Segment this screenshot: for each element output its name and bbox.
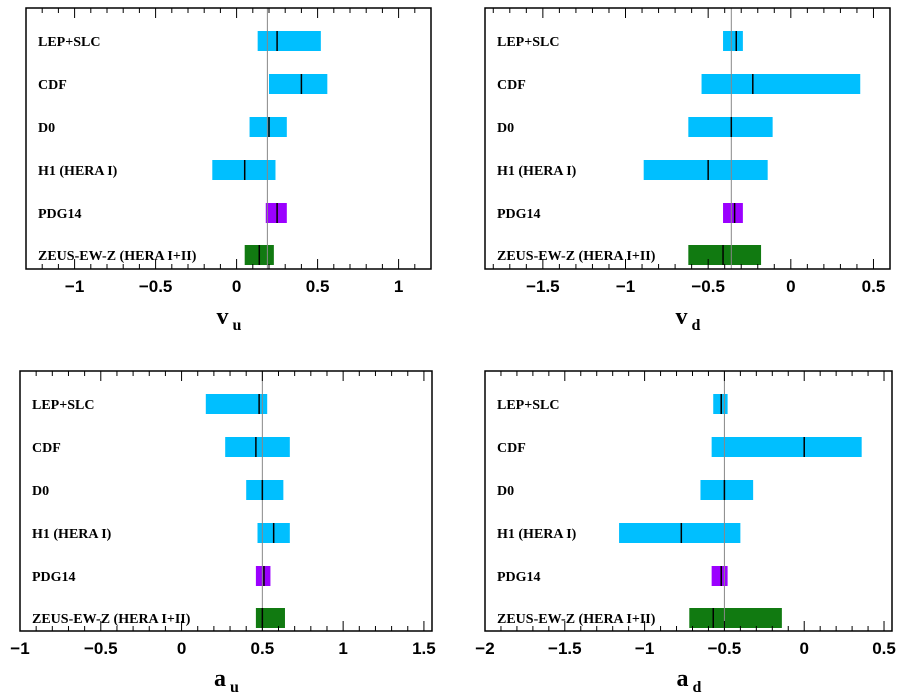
category-label: CDF [497,441,526,456]
interval-bar [255,566,271,586]
x-tick-label: −0.5 [691,277,725,296]
x-tick-label: −1.5 [548,639,582,658]
interval-bar [689,608,782,628]
interval-bar [713,394,728,414]
category-label: PDG14 [497,207,541,222]
interval-bar [205,394,268,414]
x-tick-label: 0 [232,277,241,296]
x-axis-label-subscript: u [233,317,242,334]
plot-frame [484,7,891,270]
panel-vd: LEP+SLC CDF D0 H1 (HERA I) PDG14 ZEUS-EW-Z (H… [484,7,891,334]
category-label: CDF [32,441,61,456]
category-label: D0 [32,484,49,499]
x-tick-label: 1 [338,639,347,658]
category-label: ZEUS-EW-Z (HERA I+II) [497,612,656,627]
category-label: PDG14 [38,207,82,222]
interval-bar [257,31,321,51]
panel-vu: LEP+SLC CDF D0 H1 (HERA I) PDG14 ZEUS-EW-Z (H… [25,7,432,334]
interval-bar [255,608,285,628]
interval-bar [688,245,762,265]
category-label: H1 (HERA I) [497,527,577,542]
interval-bar [246,480,284,500]
category-label: ZEUS-EW-Z (HERA I+II) [38,249,197,264]
x-tick-label: 0 [177,639,186,658]
category-label: PDG14 [497,570,541,585]
x-tick-label: 0.5 [872,639,896,658]
interval-bar [265,203,287,223]
panel-au: LEP+SLC CDF D0 H1 (HERA I) PDG14 ZEUS-EW-Z (H… [10,370,436,696]
category-label: D0 [38,121,55,136]
x-axis-label-subscript: d [692,317,701,334]
category-label: LEP+SLC [32,398,94,413]
x-tick-label: −0.5 [84,639,118,658]
x-tick-label: −1.5 [526,277,560,296]
category-label: PDG14 [32,570,76,585]
x-axis-label-subscript: d [693,679,702,696]
category-label: ZEUS-EW-Z (HERA I+II) [497,249,656,264]
x-tick-label: 1.5 [412,639,436,658]
plot-frame [19,370,433,632]
category-label: D0 [497,484,514,499]
category-label: D0 [497,121,514,136]
interval-bar [711,437,862,457]
category-label: LEP+SLC [497,398,559,413]
interval-bar [700,480,754,500]
category-label: LEP+SLC [497,35,559,50]
category-label: H1 (HERA I) [497,164,577,179]
x-tick-label: 0.5 [862,277,886,296]
x-axis-label-subscript: u [230,679,239,696]
category-label: CDF [38,78,67,93]
x-tick-label: −1 [635,639,654,658]
x-axis-label: v [217,304,229,330]
interval-bar [723,31,743,51]
x-tick-label: 1 [394,277,403,296]
x-axis-label: a [214,666,226,692]
category-label: CDF [497,78,526,93]
interval-bar [701,74,861,94]
interval-bar [643,160,768,180]
interval-bar [711,566,728,586]
category-label: H1 (HERA I) [32,527,112,542]
x-tick-label: −1 [616,277,635,296]
x-tick-label: 0 [799,639,808,658]
x-axis-label: v [676,304,688,330]
interval-bar [269,74,328,94]
interval-bar [619,523,741,543]
x-tick-label: 0.5 [306,277,330,296]
category-label: ZEUS-EW-Z (HERA I+II) [32,612,191,627]
interval-bar [249,117,287,137]
x-tick-label: 0.5 [251,639,275,658]
interval-bar [723,203,743,223]
interval-bar [212,160,276,180]
interval-bar [688,117,773,137]
category-label: LEP+SLC [38,35,100,50]
plot-frame [25,7,432,270]
interval-bar [225,437,290,457]
x-tick-label: −1 [65,277,84,296]
panel-ad: LEP+SLC CDF D0 H1 (HERA I) PDG14 ZEUS-EW-Z (H… [475,370,896,696]
x-tick-label: −0.5 [139,277,173,296]
x-tick-label: −1 [10,639,29,658]
x-axis-label: a [677,666,689,692]
category-label: H1 (HERA I) [38,164,118,179]
x-tick-label: −0.5 [708,639,742,658]
x-tick-label: 0 [786,277,795,296]
x-tick-label: −2 [475,639,494,658]
plot-frame [484,370,893,632]
